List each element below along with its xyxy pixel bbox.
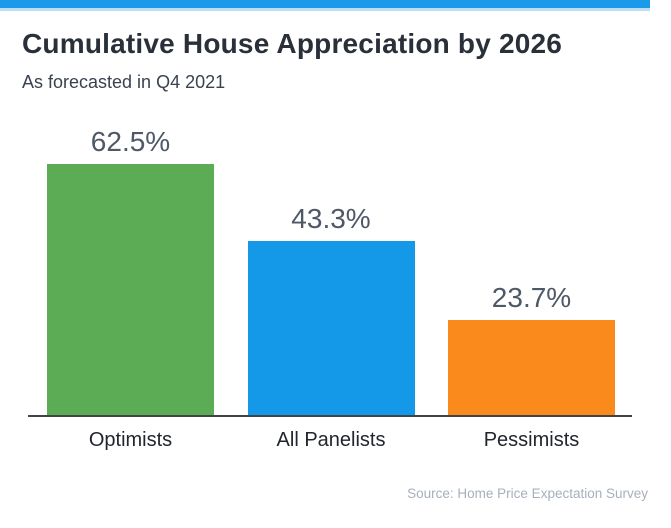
bar-category-label-all-panelists: All Panelists	[276, 429, 386, 451]
top-accent-underline	[0, 8, 650, 11]
bar-category-label-pessimists: Pessimists	[483, 429, 580, 451]
page-title: Cumulative House Appreciation by 2026	[22, 28, 563, 59]
bar-optimists	[47, 164, 214, 416]
page-subtitle: As forecasted in Q4 2021	[22, 72, 226, 92]
bar-category-label-optimists: Optimists	[88, 429, 173, 451]
source-note: Source: Home Price Expectation Survey	[407, 486, 648, 501]
bar-value-label-optimists: 62.5%	[90, 126, 171, 157]
bar-value-label-pessimists: 23.7%	[491, 282, 572, 313]
top-accent-bar	[0, 0, 650, 8]
x-axis-line	[28, 415, 632, 417]
bar-pessimists	[448, 320, 615, 416]
bar-value-label-all-panelists: 43.3%	[291, 203, 371, 234]
bar-all-panelists	[247, 241, 415, 416]
